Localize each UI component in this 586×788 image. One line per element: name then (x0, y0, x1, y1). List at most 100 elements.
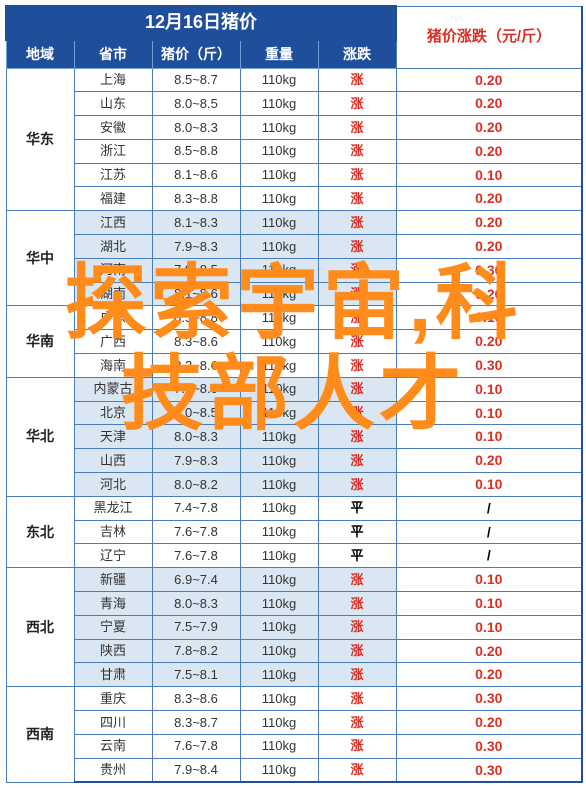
table-row: 吉林7.6~7.8110kg平/ (6, 520, 582, 544)
trend-cell: 涨 (318, 449, 396, 473)
trend-cell: 涨 (318, 68, 396, 92)
trend-cell: 涨 (318, 354, 396, 378)
price-cell: 8.5~8.7 (152, 68, 240, 92)
price-table: 12月16日猪价 猪价涨跌（元/斤） 地域 省市 猪价（斤） 重量 涨跌 华东上… (5, 5, 583, 783)
price-cell: 8.0~8.3 (152, 592, 240, 616)
trend-cell: 涨 (318, 663, 396, 687)
province-cell: 福建 (74, 187, 152, 211)
weight-cell: 110kg (240, 711, 318, 735)
price-cell: 8.3~8.6 (152, 330, 240, 354)
province-cell: 北京 (74, 401, 152, 425)
table-row: 天津8.0~8.3110kg涨0.10 (6, 425, 582, 449)
table-row: 江苏8.1~8.6110kg涨0.10 (6, 163, 582, 187)
change-cell: 0.20 (396, 116, 582, 140)
change-cell: 0.10 (396, 163, 582, 187)
price-cell: 7.6~7.8 (152, 520, 240, 544)
col-price: 猪价（斤） (152, 40, 240, 68)
weight-cell: 110kg (240, 187, 318, 211)
province-cell: 内蒙古 (74, 377, 152, 401)
table-row: 北京8.0~8.5110kg涨0.10 (6, 401, 582, 425)
change-cell: 0.20 (396, 330, 582, 354)
weight-cell: 110kg (240, 258, 318, 282)
change-cell: / (396, 520, 582, 544)
col-trend: 涨跌 (318, 40, 396, 68)
trend-cell: 涨 (318, 163, 396, 187)
change-cell: 0.20 (396, 139, 582, 163)
weight-cell: 110kg (240, 734, 318, 758)
price-cell: 8.3~8.8 (152, 187, 240, 211)
change-cell: 0.20 (396, 663, 582, 687)
trend-cell: 涨 (318, 711, 396, 735)
province-cell: 贵州 (74, 758, 152, 782)
change-cell: 0.10 (396, 592, 582, 616)
price-cell: 7.5~8.1 (152, 663, 240, 687)
weight-cell: 110kg (240, 354, 318, 378)
region-cell: 华东 (6, 68, 74, 211)
province-cell: 广西 (74, 330, 152, 354)
table-title: 12月16日猪价 (6, 6, 396, 40)
change-cell: 0.20 (396, 639, 582, 663)
trend-cell: 涨 (318, 758, 396, 782)
trend-cell: 涨 (318, 687, 396, 711)
price-cell: 8.1~8.6 (152, 282, 240, 306)
change-cell: / (396, 496, 582, 520)
table-row: 辽宁7.6~7.8110kg平/ (6, 544, 582, 568)
change-cell: 0.20 (396, 711, 582, 735)
price-cell: 7.4~7.8 (152, 496, 240, 520)
price-cell: 7.6~7.8 (152, 734, 240, 758)
province-cell: 湖北 (74, 235, 152, 259)
price-cell: 7.8~8.2 (152, 639, 240, 663)
weight-cell: 110kg (240, 496, 318, 520)
province-cell: 黑龙江 (74, 496, 152, 520)
trend-cell: 涨 (318, 92, 396, 116)
weight-cell: 110kg (240, 401, 318, 425)
province-cell: 江西 (74, 211, 152, 235)
col-region: 地域 (6, 40, 74, 68)
trend-cell: 平 (318, 496, 396, 520)
trend-cell: 涨 (318, 401, 396, 425)
table-row: 华东上海8.5~8.7110kg涨0.20 (6, 68, 582, 92)
trend-cell: 涨 (318, 282, 396, 306)
weight-cell: 110kg (240, 330, 318, 354)
trend-cell: 涨 (318, 568, 396, 592)
weight-cell: 110kg (240, 425, 318, 449)
trend-cell: 涨 (318, 615, 396, 639)
price-cell: 8.1~8.3 (152, 211, 240, 235)
table-row: 云南7.6~7.8110kg涨0.30 (6, 734, 582, 758)
price-cell: 8.0~8.3 (152, 116, 240, 140)
weight-cell: 110kg (240, 449, 318, 473)
region-cell: 华中 (6, 211, 74, 306)
change-cell: 0.30 (396, 734, 582, 758)
province-cell: 河南 (74, 258, 152, 282)
province-cell: 吉林 (74, 520, 152, 544)
table-row: 陕西7.8~8.2110kg涨0.20 (6, 639, 582, 663)
weight-cell: 110kg (240, 758, 318, 782)
table-row: 华北内蒙古7.5~8.0110kg涨0.10 (6, 377, 582, 401)
weight-cell: 110kg (240, 568, 318, 592)
weight-cell: 110kg (240, 687, 318, 711)
change-cell: 0.10 (396, 568, 582, 592)
table-row: 华南广东8.5~8.8110kg涨0.10 (6, 306, 582, 330)
province-cell: 天津 (74, 425, 152, 449)
change-cell: 0.30 (396, 687, 582, 711)
price-cell: 7.6~7.8 (152, 544, 240, 568)
change-cell: 0.20 (396, 92, 582, 116)
table-row: 海南8.2~8.6110kg涨0.30 (6, 354, 582, 378)
province-cell: 重庆 (74, 687, 152, 711)
trend-cell: 涨 (318, 306, 396, 330)
province-cell: 浙江 (74, 139, 152, 163)
province-cell: 山东 (74, 92, 152, 116)
change-cell: 0.20 (396, 449, 582, 473)
table-row: 西北新疆6.9~7.4110kg涨0.10 (6, 568, 582, 592)
table-row: 广西8.3~8.6110kg涨0.20 (6, 330, 582, 354)
table-row: 青海8.0~8.3110kg涨0.10 (6, 592, 582, 616)
change-cell: / (396, 544, 582, 568)
price-cell: 8.0~8.3 (152, 425, 240, 449)
price-cell: 8.0~8.2 (152, 473, 240, 497)
province-cell: 湖南 (74, 282, 152, 306)
weight-cell: 110kg (240, 544, 318, 568)
weight-cell: 110kg (240, 211, 318, 235)
change-cell: 0.20 (396, 282, 582, 306)
trend-cell: 涨 (318, 187, 396, 211)
weight-cell: 110kg (240, 68, 318, 92)
